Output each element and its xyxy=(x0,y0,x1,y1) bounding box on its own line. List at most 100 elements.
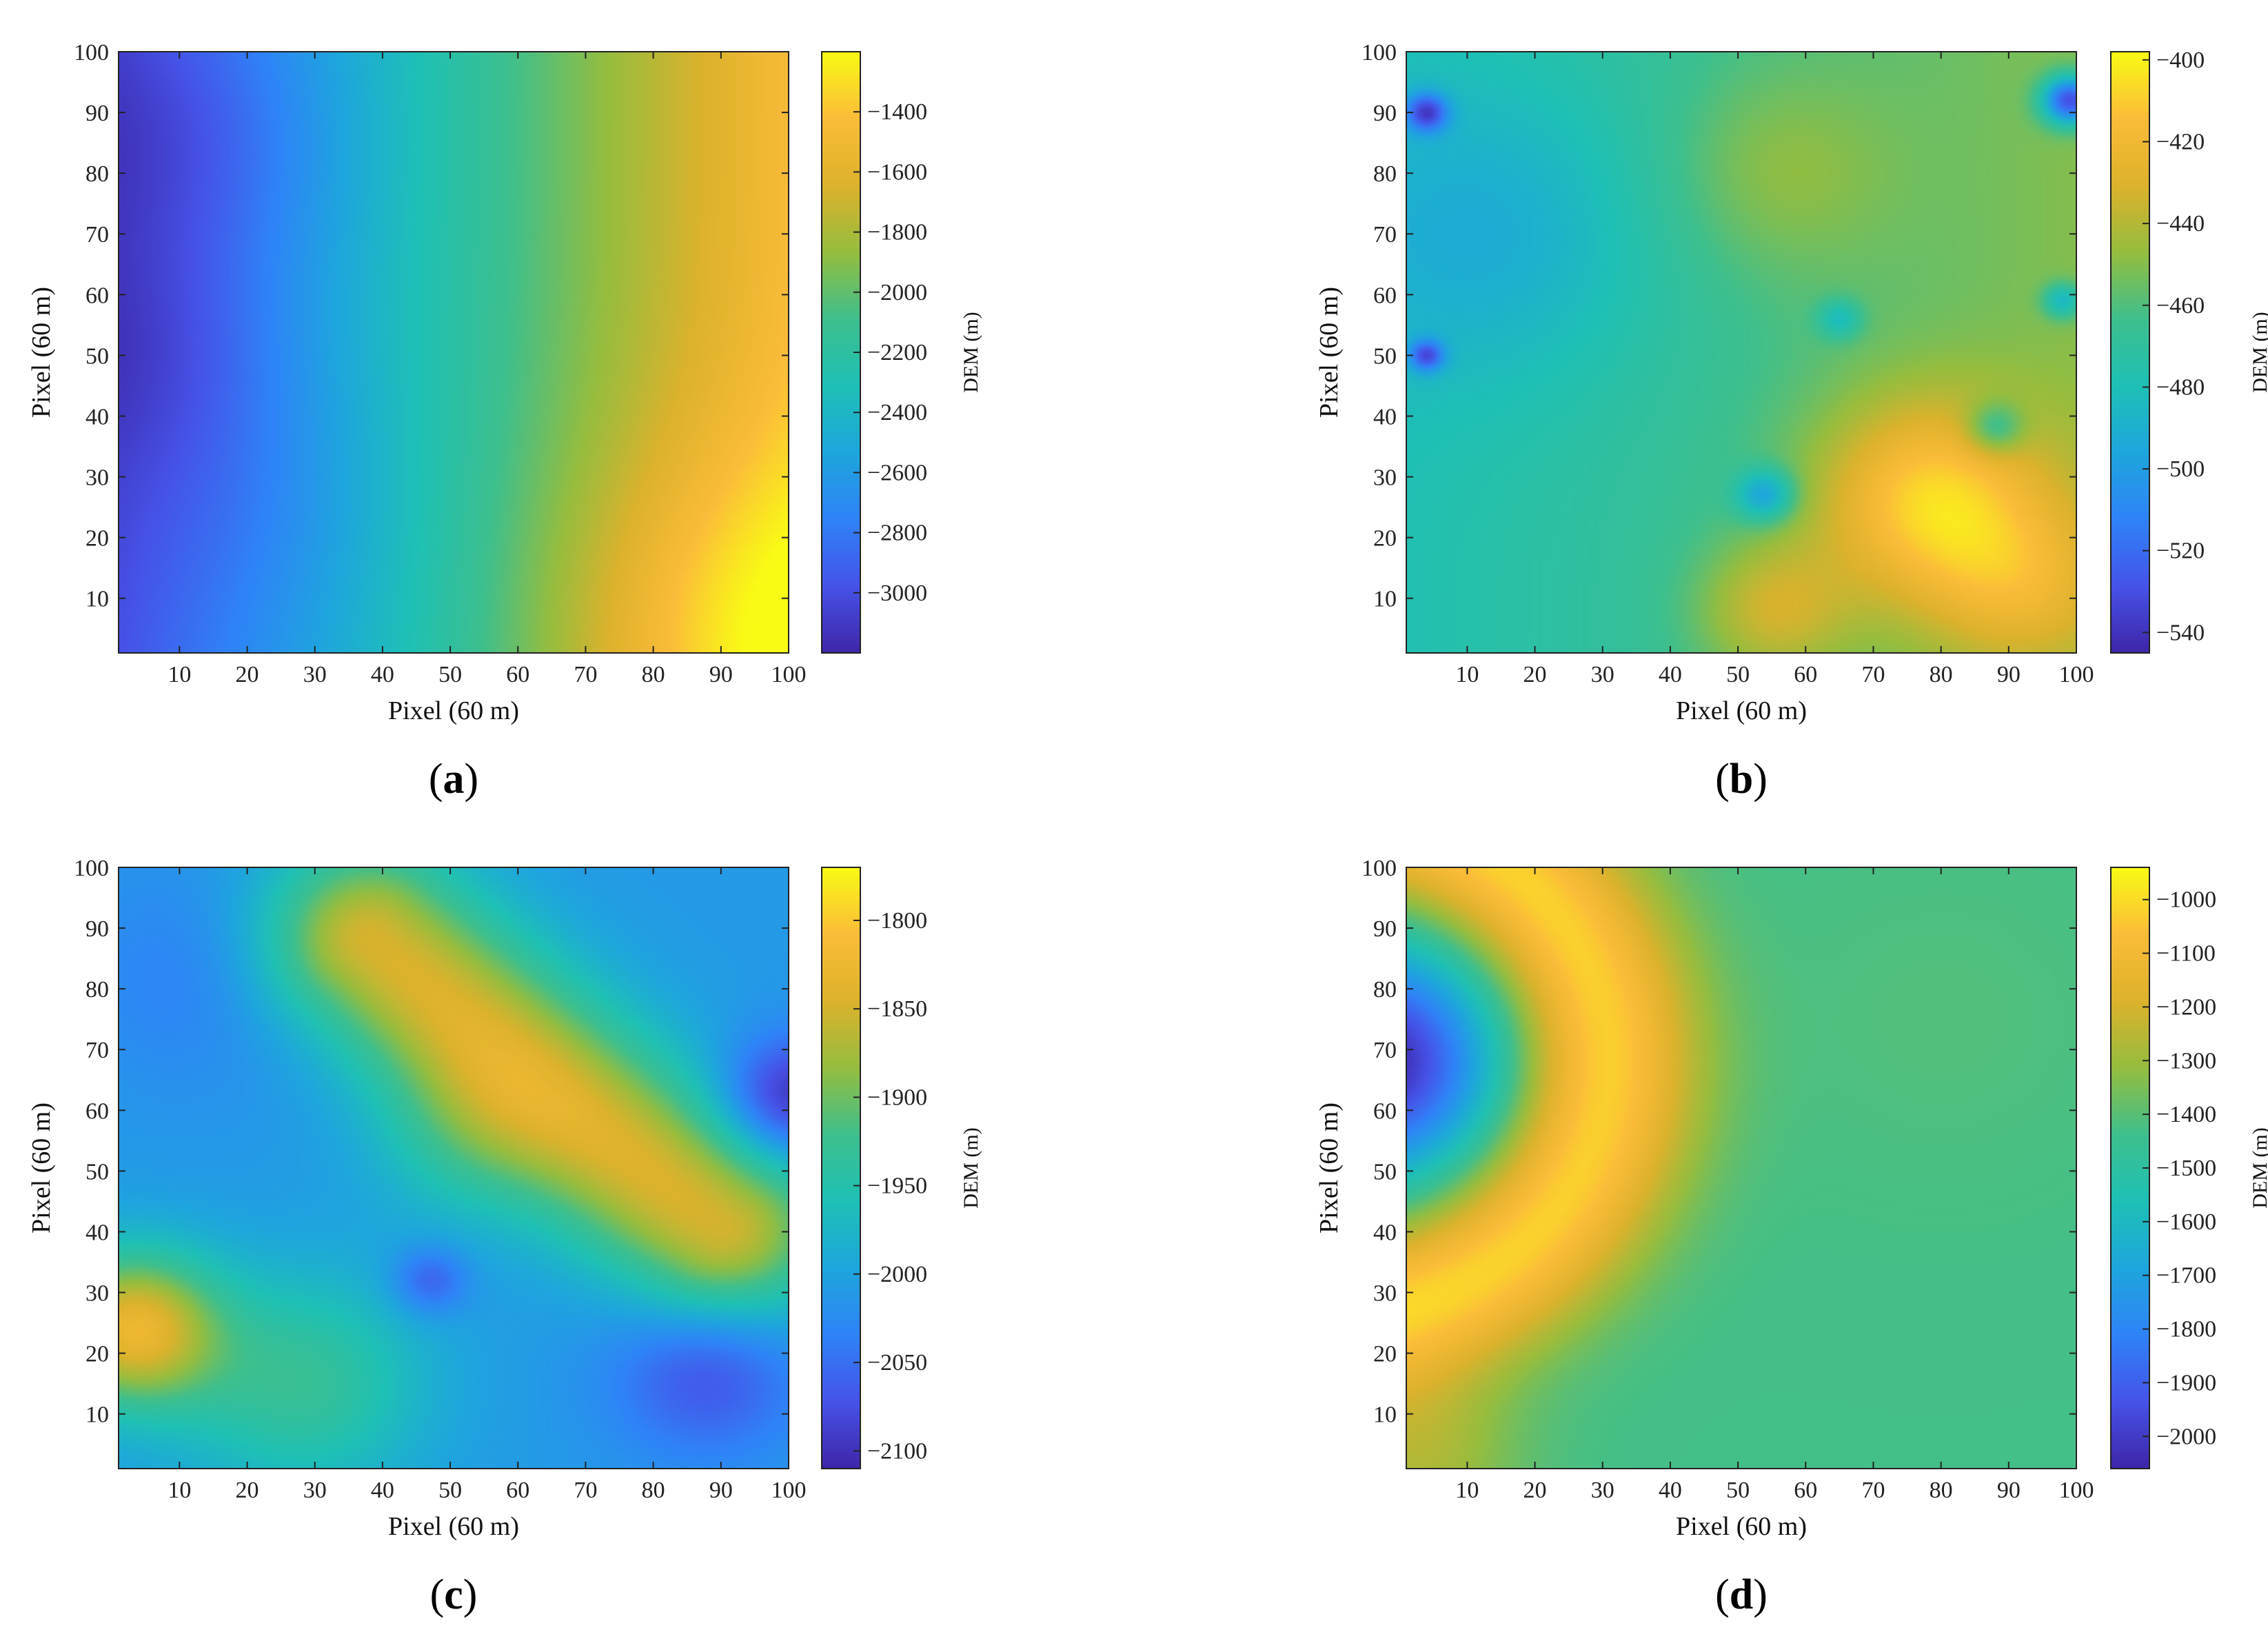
colorbar-frame xyxy=(821,867,861,1469)
colorbar-tick-label: −500 xyxy=(2156,456,2205,482)
y-tick-label: 100 xyxy=(74,856,109,881)
x-tick-label: 80 xyxy=(1930,662,1953,687)
x-tick-label: 10 xyxy=(168,1478,191,1503)
y-tick-label: 40 xyxy=(85,1220,109,1245)
axes-frame xyxy=(118,51,789,654)
x-tick-label: 40 xyxy=(1659,1478,1682,1503)
y-tick-label: 100 xyxy=(74,40,109,66)
colorbar-label: DEM (m) xyxy=(2249,312,2268,392)
colorbar: −540 −520 −500 −480 −460 −440 −420 −400 DEM (m) xyxy=(2110,48,2268,654)
colorbar-tick-label: −1100 xyxy=(2156,941,2216,967)
y-axis-label: Pixel (60 m) xyxy=(27,1102,56,1233)
x-tick-label: 20 xyxy=(236,1478,259,1503)
x-tick-label: 100 xyxy=(771,1478,807,1503)
colorbar-label: DEM (m) xyxy=(2249,1127,2268,1208)
x-tick-label: 30 xyxy=(303,662,327,687)
x-tick-label: 60 xyxy=(506,1478,529,1503)
y-tick-label: 60 xyxy=(1373,1098,1397,1124)
y-tick-label: 50 xyxy=(1373,343,1397,369)
colorbar-gradient xyxy=(2111,52,2149,653)
y-axis-label: Pixel (60 m) xyxy=(1315,1102,1344,1233)
x-tick-label: 20 xyxy=(1523,662,1547,687)
colorbar: −2000 −1900 −1800 −1700 −1600 −1500 −1400 −1300… xyxy=(2110,867,2268,1469)
colorbar-tick-label: −1200 xyxy=(2156,994,2216,1020)
heatmap-image xyxy=(1406,52,2076,653)
colorbar-tick-label: −1850 xyxy=(867,996,927,1022)
x-tick-label: 40 xyxy=(1659,662,1682,687)
colorbar-tick-label: −1600 xyxy=(2156,1209,2216,1235)
panel-label: (d) xyxy=(1715,1571,1768,1618)
y-tick-label: 90 xyxy=(1373,916,1397,942)
colorbar-tick-label: −2050 xyxy=(867,1350,927,1376)
axes-frame xyxy=(118,867,789,1469)
colorbar-tick-label: −1800 xyxy=(2156,1317,2216,1342)
x-tick-label: 90 xyxy=(709,662,733,687)
colorbar-tick-label: −1800 xyxy=(867,220,927,245)
y-tick-label: 90 xyxy=(1373,101,1397,126)
y-tick-label: 80 xyxy=(1373,161,1397,187)
x-tick-label: 30 xyxy=(303,1478,327,1503)
x-tick-label: 60 xyxy=(506,662,529,687)
x-tick-label: 50 xyxy=(438,662,462,687)
y-tick-label: 60 xyxy=(1373,283,1397,308)
y-tick-label: 50 xyxy=(1373,1159,1397,1185)
y-tick-label: 30 xyxy=(85,1281,109,1307)
y-axis-label: Pixel (60 m) xyxy=(1315,287,1344,418)
colorbar-tick-label: −440 xyxy=(2156,211,2205,236)
y-tick-label: 60 xyxy=(85,1098,109,1124)
x-tick-label: 90 xyxy=(1997,1478,2021,1503)
y-tick-label: 40 xyxy=(1373,1220,1397,1245)
axes-frame xyxy=(1406,51,2077,654)
x-tick-label: 40 xyxy=(371,662,394,687)
colorbar-tick-label: −3000 xyxy=(867,581,927,606)
colorbar-tick-label: −1600 xyxy=(867,159,927,185)
x-tick-label: 20 xyxy=(1523,1478,1547,1503)
y-tick-label: 20 xyxy=(85,526,109,552)
y-tick-label: 50 xyxy=(85,343,109,369)
colorbar-tick-label: −1400 xyxy=(2156,1102,2216,1127)
colorbar-tick-label: −460 xyxy=(2156,293,2205,319)
x-tick-label: 60 xyxy=(1794,1478,1817,1503)
colorbar-tick-label: −480 xyxy=(2156,374,2205,400)
colorbar-tick-label: −2200 xyxy=(867,340,927,365)
x-tick-label: 30 xyxy=(1591,1478,1614,1503)
y-tick-label: 30 xyxy=(1373,465,1397,491)
colorbar-tick-label: −2000 xyxy=(2156,1424,2216,1449)
chart-panel-b: 10 20 30 40 50 60 70 80 90 100 10 20 30 40 50 60 70 80 90 1… xyxy=(1315,40,2268,803)
panel-letter: a xyxy=(443,756,465,803)
x-tick-label: 70 xyxy=(1861,1478,1885,1503)
x-tick-label: 10 xyxy=(1455,1478,1479,1503)
x-tick-label: 90 xyxy=(1997,662,2021,687)
colorbar-tick-label: −1900 xyxy=(2156,1370,2216,1396)
chart-panel-d: 10 20 30 40 50 60 70 80 90 100 10 20 30 40 50 60 70 80 90 1… xyxy=(1315,856,2268,1618)
colorbar-tick-label: −2100 xyxy=(867,1438,927,1464)
x-tick-label: 80 xyxy=(642,662,665,687)
colorbar-tick-label: −1000 xyxy=(2156,887,2216,913)
panel-label: (c) xyxy=(430,1571,478,1618)
y-tick-label: 100 xyxy=(1361,856,1397,881)
y-tick-label: 20 xyxy=(1373,1342,1397,1367)
y-tick-label: 70 xyxy=(85,222,109,248)
x-tick-label: 70 xyxy=(574,662,597,687)
colorbar-tick-label: −2800 xyxy=(867,521,927,546)
y-tick-label: 80 xyxy=(1373,977,1397,1003)
panel-label: (a) xyxy=(429,756,478,803)
panel-label: (b) xyxy=(1715,756,1768,803)
colorbar-tick-label: −2000 xyxy=(867,280,927,305)
colorbar-label: DEM (m) xyxy=(960,1127,982,1208)
y-tick-label: 70 xyxy=(85,1038,109,1063)
colorbar-tick-label: −1950 xyxy=(867,1173,927,1199)
x-tick-label: 40 xyxy=(371,1478,394,1503)
y-tick-label: 70 xyxy=(1373,1038,1397,1063)
heatmap-image xyxy=(119,52,789,653)
panel-letter: b xyxy=(1730,756,1753,803)
colorbar-tick-label: −540 xyxy=(2156,620,2205,645)
colorbar-tick-label: −2400 xyxy=(867,400,927,425)
x-tick-label: 90 xyxy=(709,1478,733,1503)
x-tick-label: 100 xyxy=(2059,662,2094,687)
x-tick-label: 70 xyxy=(1861,662,1885,687)
x-tick-label: 30 xyxy=(1591,662,1614,687)
colorbar-tick-label: −1900 xyxy=(867,1085,927,1110)
panel-letter: c xyxy=(444,1571,463,1618)
